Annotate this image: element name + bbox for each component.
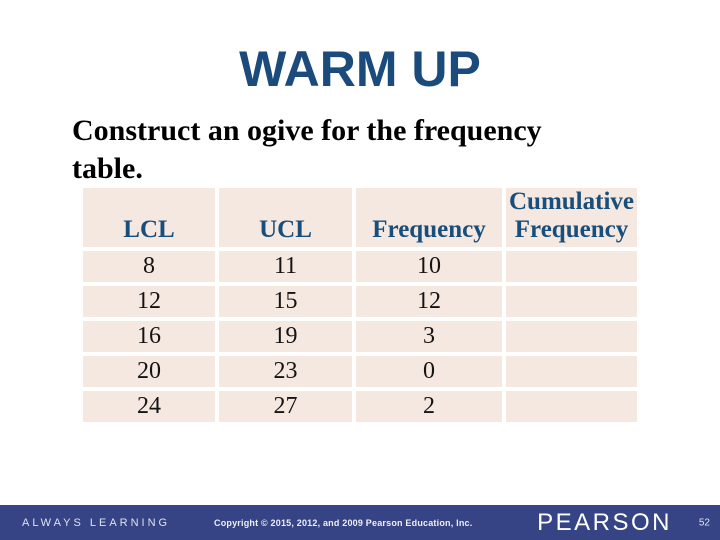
cell-lcl: 24 xyxy=(83,391,215,422)
table-header-row: LCL UCL Frequency Cumulative Frequency xyxy=(83,188,637,247)
col-header-cumulative-frequency: Cumulative Frequency xyxy=(506,188,637,247)
cell-frequency: 2 xyxy=(356,391,502,422)
table-row: 8 11 10 xyxy=(83,251,637,282)
cell-cumulative-frequency xyxy=(506,286,637,317)
cell-frequency: 12 xyxy=(356,286,502,317)
table-row: 24 27 2 xyxy=(83,391,637,422)
cell-cumulative-frequency xyxy=(506,391,637,422)
cell-frequency: 10 xyxy=(356,251,502,282)
slide-title: WARM UP xyxy=(239,41,481,97)
cell-ucl: 23 xyxy=(219,356,352,387)
always-learning-label: ALWAYS LEARNING xyxy=(22,516,171,529)
frequency-table: LCL UCL Frequency Cumulative Frequency 8… xyxy=(79,184,641,426)
cell-ucl: 27 xyxy=(219,391,352,422)
page-number: 52 xyxy=(698,517,710,528)
cell-lcl: 20 xyxy=(83,356,215,387)
cell-cumulative-frequency xyxy=(506,251,637,282)
cell-cumulative-frequency xyxy=(506,356,637,387)
cell-ucl: 11 xyxy=(219,251,352,282)
copyright-text: Copyright © 2015, 2012, and 2009 Pearson… xyxy=(214,517,473,528)
col-header-ucl: UCL xyxy=(219,188,352,247)
col-header-lcl: LCL xyxy=(83,188,215,247)
cell-lcl: 12 xyxy=(83,286,215,317)
footer-bar: ALWAYS LEARNING Copyright © 2015, 2012, … xyxy=(0,505,720,540)
cell-ucl: 15 xyxy=(219,286,352,317)
cell-frequency: 3 xyxy=(356,321,502,352)
cell-lcl: 16 xyxy=(83,321,215,352)
table-row: 16 19 3 xyxy=(83,321,637,352)
pearson-logo: PEARSON xyxy=(537,508,672,536)
table-row: 12 15 12 xyxy=(83,286,637,317)
cell-cumulative-frequency xyxy=(506,321,637,352)
cell-lcl: 8 xyxy=(83,251,215,282)
cell-ucl: 19 xyxy=(219,321,352,352)
col-header-frequency: Frequency xyxy=(356,188,502,247)
table-row: 20 23 0 xyxy=(83,356,637,387)
instruction-text: Construct an ogive for the frequency tab… xyxy=(72,114,542,185)
cell-frequency: 0 xyxy=(356,356,502,387)
